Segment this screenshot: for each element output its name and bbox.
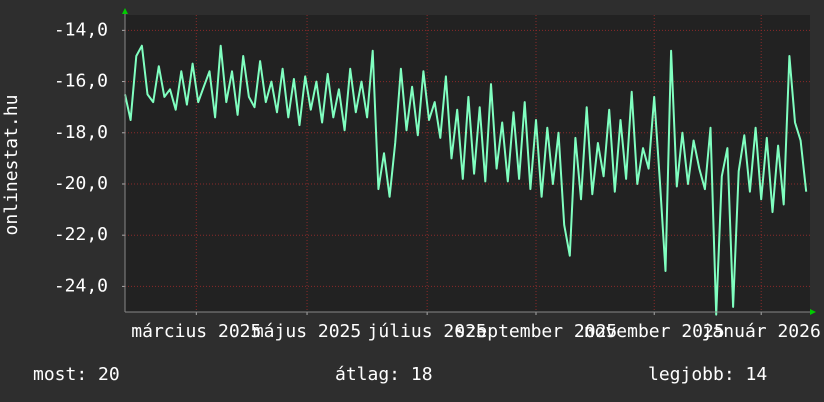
y-tick-label: -16,0 bbox=[54, 71, 108, 92]
x-tick-label: március 2025 bbox=[131, 321, 261, 342]
x-tick-label: július 2025 bbox=[368, 321, 487, 342]
x-tick-label: január 2026 bbox=[702, 321, 821, 342]
x-arrow bbox=[810, 309, 816, 315]
y-axis-title: onlinestat.hu bbox=[1, 95, 22, 236]
y-arrow bbox=[122, 8, 128, 14]
footer-average: átlag: 18 bbox=[335, 364, 433, 385]
x-tick-label: május 2025 bbox=[253, 321, 361, 342]
footer-most: most: 20 bbox=[33, 364, 120, 385]
marks bbox=[124, 44, 808, 316]
y-tick-label: -18,0 bbox=[54, 122, 108, 143]
plot-area bbox=[125, 15, 810, 312]
y-tick-label: -24,0 bbox=[54, 275, 108, 296]
footer-best: legjobb: 14 bbox=[648, 364, 767, 385]
x-tick-label: november 2025 bbox=[584, 321, 725, 342]
y-tick-label: -14,0 bbox=[54, 19, 108, 40]
x-tick-label: szeptember 2025 bbox=[455, 321, 618, 342]
y-tick-label: -20,0 bbox=[54, 173, 108, 194]
grid bbox=[122, 15, 810, 315]
y-tick-label: -22,0 bbox=[54, 224, 108, 245]
data-line bbox=[124, 44, 808, 316]
